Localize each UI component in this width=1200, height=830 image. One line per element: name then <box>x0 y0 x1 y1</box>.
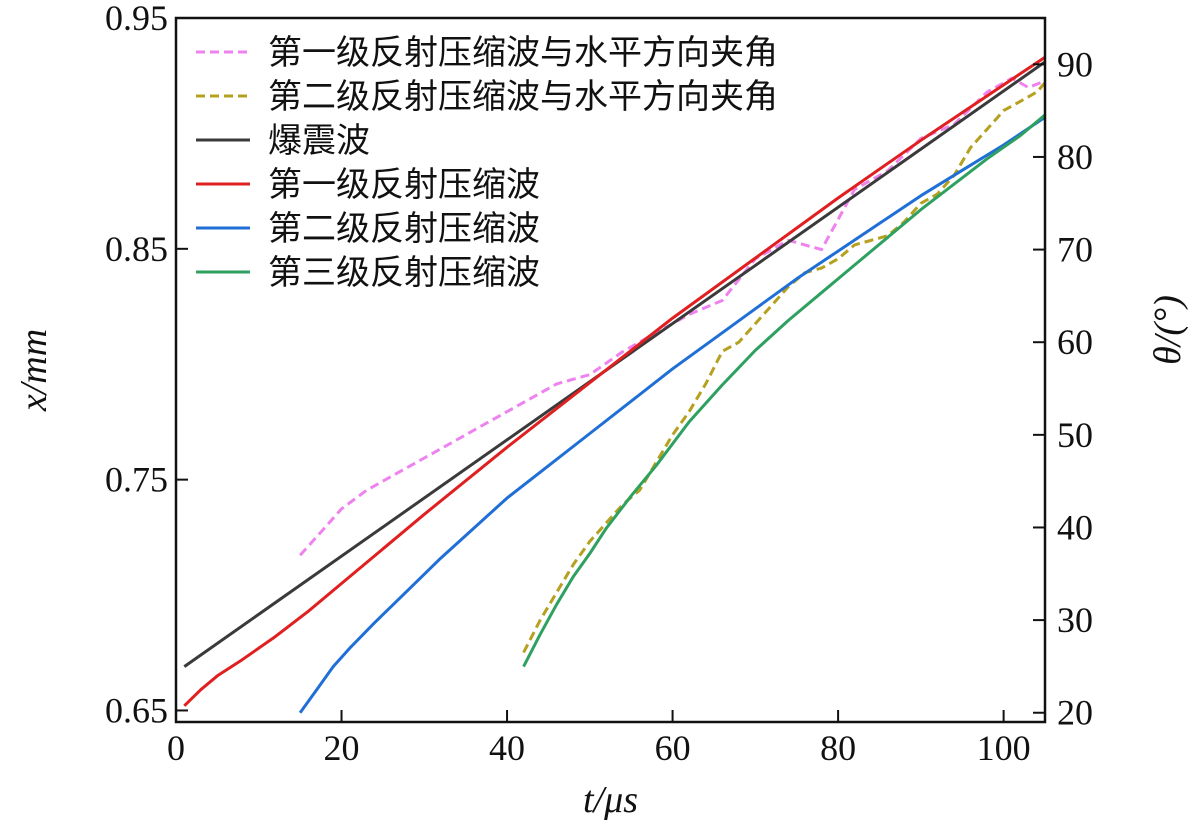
x-tick-label: 0 <box>167 728 185 768</box>
y-left-axis-label: x/mm <box>13 329 55 412</box>
x-tick-label: 20 <box>324 728 360 768</box>
y-right-axis-label: θ/(°) <box>1147 295 1189 365</box>
legend-label-1: 第一级反射压缩波与水平方向夹角 <box>268 33 778 73</box>
legend-label-3: 爆震波 <box>268 121 370 161</box>
y-right-tick-label: 70 <box>1057 230 1093 270</box>
y-right-tick-label: 20 <box>1057 693 1093 733</box>
y-right-tick-label: 60 <box>1057 322 1093 362</box>
legend-label-4: 第一级反射压缩波 <box>268 165 540 205</box>
y-right-tick-label: 90 <box>1057 44 1093 84</box>
y-left-tick-label: 0.75 <box>105 460 168 500</box>
series-line-6 <box>522 113 1046 668</box>
plot-area <box>183 55 1047 714</box>
series-line-4 <box>183 55 1046 707</box>
legend-label-6: 第三级反射压缩波 <box>268 253 540 293</box>
legend: 第一级反射压缩波与水平方向夹角第二级反射压缩波与水平方向夹角爆震波第一级反射压缩… <box>196 33 778 293</box>
plot-frame <box>174 16 1047 724</box>
axis-ticks: 0 20 40 60 80 100 0.65 0.75 0.85 0.95 20 30 40 50 60 70… <box>105 0 1093 768</box>
legend-label-5: 第二级反射压缩波 <box>268 209 540 249</box>
legend-label-2: 第二级反射压缩波与水平方向夹角 <box>268 77 778 117</box>
x-tick-label: 60 <box>655 728 691 768</box>
x-tick-label: 80 <box>820 728 856 768</box>
y-right-tick-label: 80 <box>1057 137 1093 177</box>
y-right-tick-label: 40 <box>1057 507 1093 547</box>
axis-labels: t/μs x/mm θ/(°) <box>13 295 1189 821</box>
y-left-tick-label: 0.85 <box>105 229 168 269</box>
y-right-tick-label: 30 <box>1057 600 1093 640</box>
y-left-tick-label: 0.65 <box>105 690 168 730</box>
x-tick-label: 100 <box>977 728 1031 768</box>
x-tick-label: 40 <box>489 728 525 768</box>
y-left-tick-label: 0.95 <box>105 0 168 38</box>
y-right-tick-label: 50 <box>1057 415 1093 455</box>
series-line-5 <box>298 116 1046 714</box>
x-axis-label: t/μs <box>583 779 638 821</box>
